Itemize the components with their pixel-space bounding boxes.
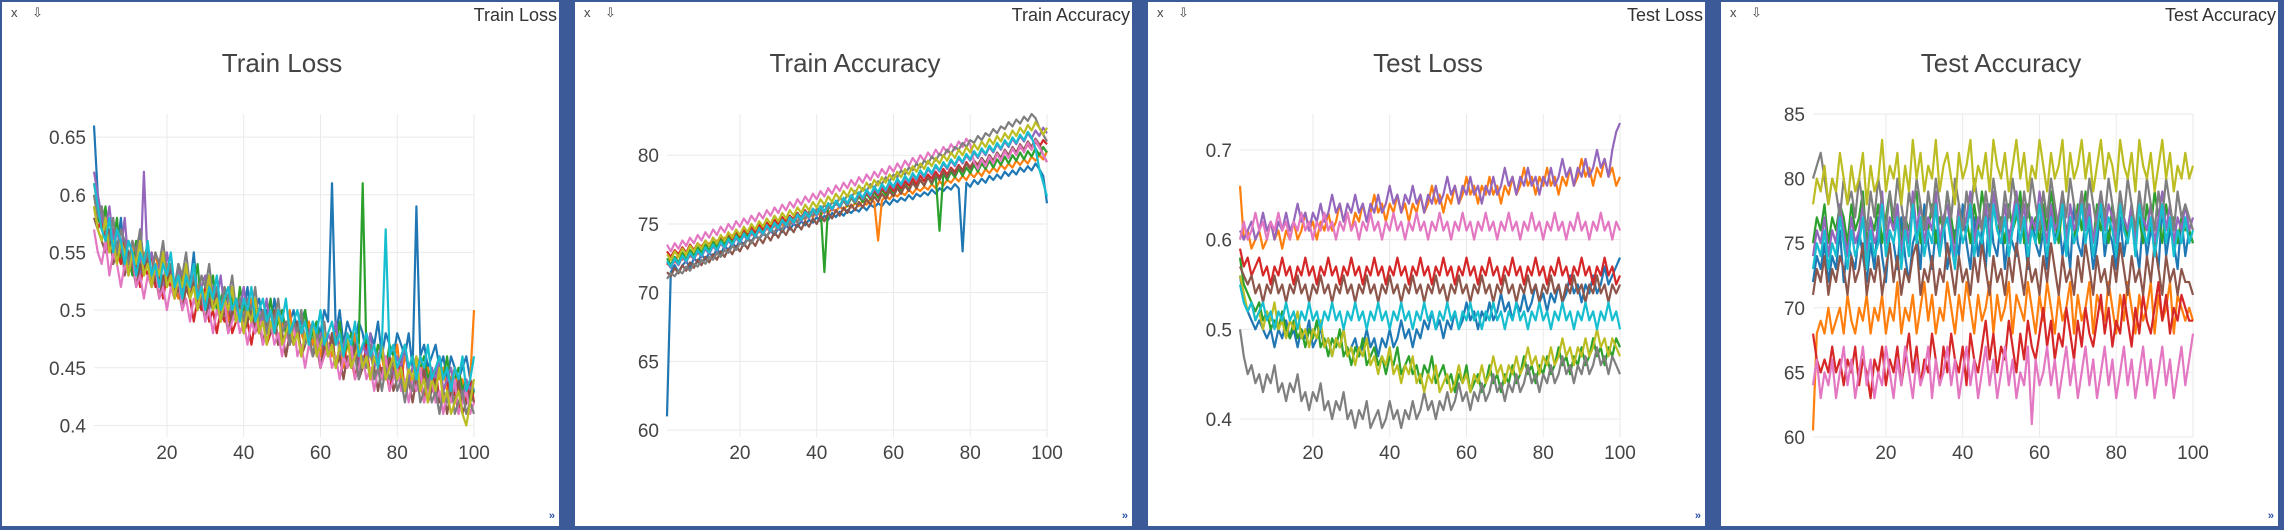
y-tick-label: 0.4 [1206,410,1233,431]
close-icon[interactable]: x [584,5,591,20]
series-line-run-6 [1238,266,1622,304]
series-group [1811,138,2195,431]
series-group [92,125,476,427]
series-line-run-8 [1238,329,1622,430]
pane-train-accuracy: x ⇩ Train Accuracy Train Accuracy 20 40 60 8… [575,2,1132,526]
x-tick-label: 100 [2177,443,2209,464]
download-icon[interactable]: ⇩ [32,5,43,20]
y-tick-label: 0.65 [49,128,86,149]
series-line-run-4 [1238,248,1622,286]
series-line-run-7 [1811,333,2195,426]
y-tick-label: 75 [638,215,659,236]
pane-title: Test Accuracy [2164,5,2276,25]
resize-icon[interactable]: » [1121,510,1128,522]
series-line-run-6 [1811,242,2195,296]
series-line-run-4 [1811,280,2193,400]
series-line-run-2 [1811,280,2195,431]
series-line-run-8 [92,194,476,415]
y-tick-label: 75 [1784,234,1805,255]
download-icon[interactable]: ⇩ [1751,5,1762,20]
resize-icon[interactable]: » [548,510,555,522]
x-tick-label: 80 [960,443,981,464]
x-tick-label: 20 [1302,443,1323,464]
x-tick-label: 20 [1875,443,1896,464]
y-tick-label: 65 [638,352,659,373]
y-tick-label: 0.5 [60,301,86,322]
series-line-run-10 [92,183,476,392]
y-tick-label: 0.6 [60,186,86,207]
y-tick-label: 70 [1784,299,1805,320]
x-tick-label: 40 [233,443,254,464]
x-tick-label: 60 [883,443,904,464]
y-tick-label: 0.6 [1206,231,1232,252]
pane-train-loss: x ⇩ Train Loss Train Loss 20 40 60 80 100 0.4 0… [2,2,559,526]
y-tick-label: 0.5 [1206,320,1232,341]
pane-test-accuracy: x ⇩ Test Accuracy Test Accuracy 20 40 60 80 1… [1721,2,2278,526]
y-tick-label: 60 [1784,428,1805,449]
y-tick-label: 70 [638,284,659,305]
x-tick-label: 80 [2106,443,2127,464]
x-tick-label: 20 [729,443,750,464]
resize-icon[interactable]: » [1694,510,1701,522]
y-tick-label: 0.7 [1206,141,1232,162]
x-tick-label: 100 [1031,443,1063,464]
series-line-run-8 [666,112,1048,280]
y-tick-label: 85 [1784,105,1805,126]
pane-test-loss: x ⇩ Test Loss Test Loss 20 40 60 80 100 0.4 0.5… [1148,2,1705,526]
y-tick-label: 65 [1784,363,1805,384]
close-icon[interactable]: x [1730,5,1737,20]
series-line-run-9 [1238,275,1622,394]
chart-train-loss: Train Loss 20 40 60 80 100 0.4 0.45 0.5 0.55 0.6 0.… [49,48,490,464]
download-icon[interactable]: ⇩ [1178,5,1189,20]
resize-icon[interactable]: » [2267,510,2274,522]
chart-train-accuracy: Train Accuracy 20 40 60 80 100 60 65 70 75 80 [638,48,1063,464]
x-tick-label: 60 [310,443,331,464]
x-tick-label: 80 [1533,443,1554,464]
y-tick-label: 80 [638,146,659,167]
pane-title: Test Loss [1626,5,1703,25]
series-line-run-7 [1238,211,1622,241]
series-group [1238,122,1622,430]
pane-title: Train Loss [473,5,557,25]
x-tick-label: 100 [458,443,490,464]
x-tick-label: 40 [1952,443,1973,464]
y-tick-label: 0.55 [49,243,86,264]
series-line-run-9 [1811,138,2195,206]
x-tick-label: 40 [1379,443,1400,464]
x-tick-label: 100 [1604,443,1636,464]
series-line-run-10 [666,130,1049,268]
y-tick-label: 80 [1784,170,1805,191]
x-tick-label: 40 [806,443,827,464]
series-line-run-8 [1811,151,2195,232]
x-tick-label: 80 [387,443,408,464]
close-icon[interactable]: x [11,5,18,20]
y-tick-label: 0.4 [60,416,87,437]
chart-test-loss: Test Loss 20 40 60 80 100 0.4 0.5 0.6 0.7 [1206,48,1636,464]
x-tick-label: 60 [2029,443,2050,464]
chart-title: Train Accuracy [770,48,941,78]
series-line-run-7 [666,137,1048,253]
chart-title: Test Loss [1373,48,1483,78]
series-line-run-1 [665,162,1049,417]
download-icon[interactable]: ⇩ [605,5,616,20]
series-line-run-9 [666,121,1048,261]
close-icon[interactable]: x [1157,5,1164,20]
x-tick-label: 20 [156,443,177,464]
series-line-run-3 [1238,257,1622,394]
chart-title: Test Accuracy [1921,48,2081,78]
series-line-run-10 [1238,284,1622,331]
pane-title: Train Accuracy [1011,5,1130,25]
series-line-run-10 [1811,203,2195,271]
y-tick-label: 60 [638,421,659,442]
series-group [665,112,1049,417]
x-tick-label: 60 [1456,443,1477,464]
chart-title: Train Loss [222,48,342,78]
y-tick-label: 0.45 [49,359,86,380]
chart-test-accuracy: Test Accuracy 20 40 60 80 100 60 65 70 75 80 85 [1784,48,2209,464]
